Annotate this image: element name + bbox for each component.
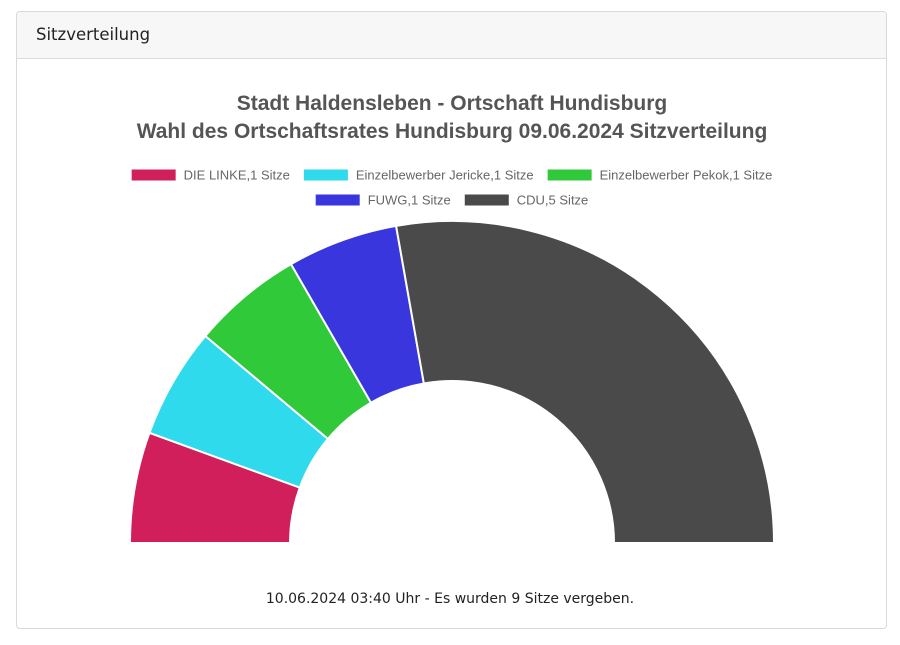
legend-swatch — [303, 169, 348, 181]
slice-cdu[interactable] — [395, 220, 775, 544]
chart-title: Stadt Haldensleben - Ortschaft Hundisbur… — [137, 92, 768, 143]
legend-swatch — [464, 194, 509, 206]
chart-title-line-2: Wahl des Ortschaftsrates Hundisburg 09.0… — [137, 120, 768, 143]
legend-item-einzelbewerber-jericke[interactable]: Einzelbewerber Jericke,1 Sitze — [303, 168, 534, 183]
chart-slices — [129, 220, 775, 544]
card-header-title: Sitzverteilung — [36, 25, 151, 44]
chart-legend: DIE LINKE,1 Sitze Einzelbewerber Jericke,… — [131, 168, 773, 208]
legend-label: DIE LINKE,1 Sitze — [184, 168, 290, 183]
legend-item-cdu[interactable]: CDU,5 Sitze — [464, 193, 589, 208]
chart-title-line-1: Stadt Haldensleben - Ortschaft Hundisbur… — [237, 92, 668, 115]
legend-swatch — [547, 169, 592, 181]
legend-item-die-linke[interactable]: DIE LINKE,1 Sitze — [131, 168, 290, 183]
chart-footer-note: 10.06.2024 03:40 Uhr - Es wurden 9 Sitze… — [265, 591, 635, 607]
legend-label: Einzelbewerber Pekok,1 Sitze — [600, 168, 773, 183]
legend-label: FUWG,1 Sitze — [368, 193, 451, 208]
legend-item-fuwg[interactable]: FUWG,1 Sitze — [315, 193, 451, 208]
legend-label: CDU,5 Sitze — [517, 193, 589, 208]
legend-label: Einzelbewerber Jericke,1 Sitze — [356, 168, 534, 183]
legend-swatch — [315, 194, 360, 206]
card-header: Sitzverteilung — [17, 12, 886, 59]
legend-swatch — [131, 169, 176, 181]
legend-item-einzelbewerber-pekok[interactable]: Einzelbewerber Pekok,1 Sitze — [547, 168, 773, 183]
